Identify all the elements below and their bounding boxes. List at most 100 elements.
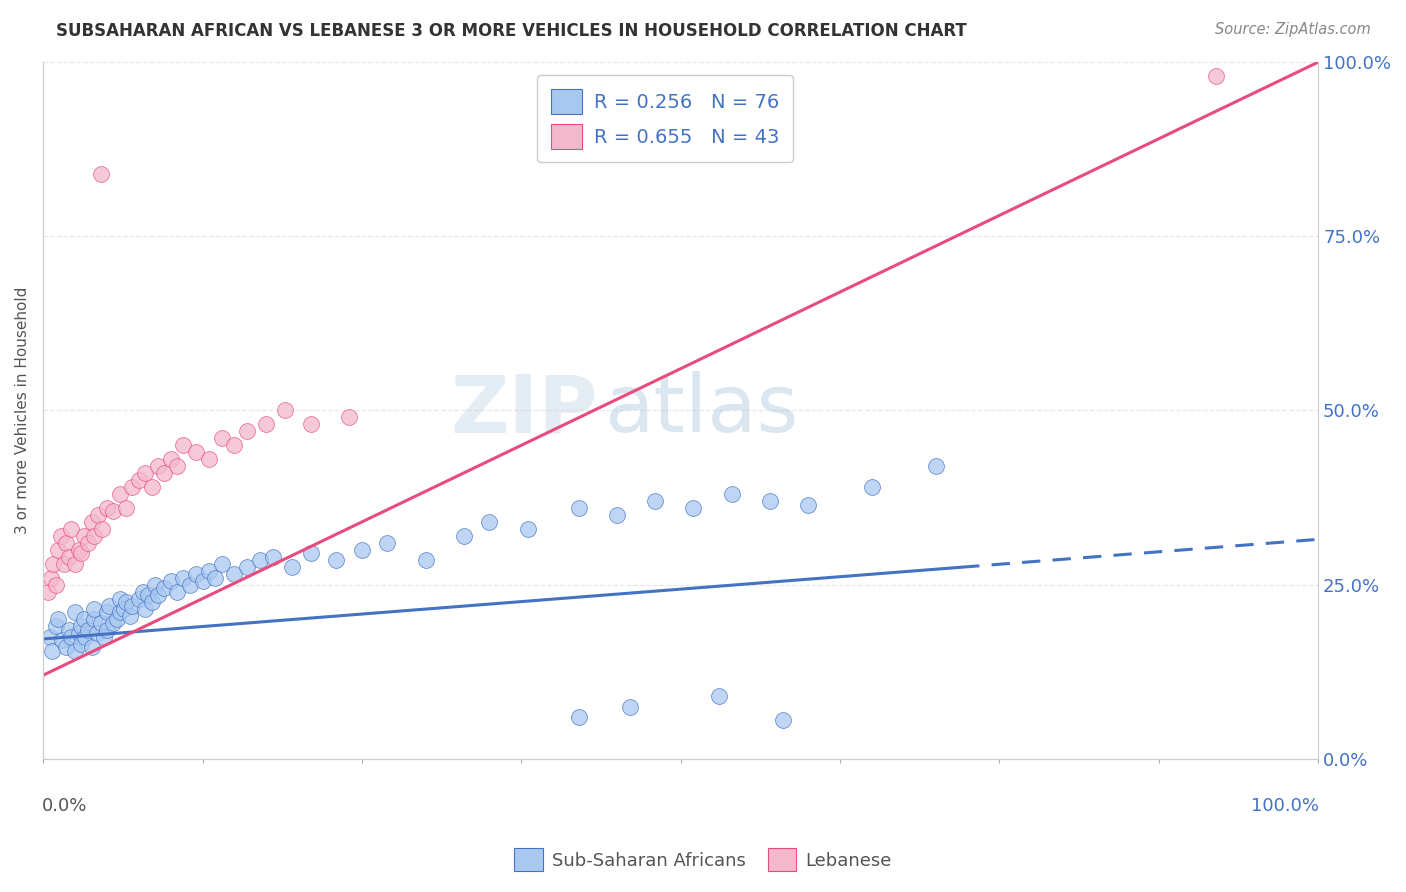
Point	[415, 553, 437, 567]
Point	[172, 438, 194, 452]
Point	[115, 595, 138, 609]
Point	[377, 536, 399, 550]
Point	[108, 487, 131, 501]
Text: atlas: atlas	[605, 371, 799, 450]
Point	[134, 602, 156, 616]
Point	[60, 522, 83, 536]
Point	[49, 529, 72, 543]
Point	[93, 630, 115, 644]
Point	[80, 515, 103, 529]
Point	[48, 542, 70, 557]
Point	[759, 494, 782, 508]
Point	[128, 473, 150, 487]
Text: SUBSAHARAN AFRICAN VS LEBANESE 3 OR MORE VEHICLES IN HOUSEHOLD CORRELATION CHART: SUBSAHARAN AFRICAN VS LEBANESE 3 OR MORE…	[56, 22, 967, 40]
Point	[87, 508, 110, 522]
Point	[516, 522, 538, 536]
Point	[39, 571, 62, 585]
Point	[108, 591, 131, 606]
Point	[191, 574, 214, 589]
Point	[146, 588, 169, 602]
Point	[55, 640, 77, 655]
Point	[73, 529, 96, 543]
Point	[118, 609, 141, 624]
Point	[63, 606, 86, 620]
Point	[83, 612, 105, 626]
Point	[70, 619, 93, 633]
Point	[159, 574, 181, 589]
Point	[51, 633, 73, 648]
Point	[41, 644, 63, 658]
Point	[108, 606, 131, 620]
Point	[80, 640, 103, 655]
Point	[172, 571, 194, 585]
Point	[60, 630, 83, 644]
Text: ZIP: ZIP	[450, 371, 598, 450]
Point	[38, 630, 60, 644]
Point	[83, 602, 105, 616]
Text: 100.0%: 100.0%	[1251, 797, 1319, 815]
Point	[453, 529, 475, 543]
Point	[37, 584, 59, 599]
Point	[211, 557, 233, 571]
Point	[198, 564, 221, 578]
Point	[145, 577, 167, 591]
Point	[58, 549, 80, 564]
Point	[325, 553, 347, 567]
Point	[42, 557, 65, 571]
Point	[121, 480, 143, 494]
Point	[860, 480, 883, 494]
Point	[115, 500, 138, 515]
Point	[350, 542, 373, 557]
Point	[55, 536, 77, 550]
Point	[568, 500, 591, 515]
Point	[105, 612, 128, 626]
Point	[198, 452, 221, 467]
Point	[797, 498, 820, 512]
Point	[281, 560, 304, 574]
Point	[45, 577, 67, 591]
Point	[619, 699, 641, 714]
Text: Source: ZipAtlas.com: Source: ZipAtlas.com	[1215, 22, 1371, 37]
Point	[720, 487, 742, 501]
Point	[128, 591, 150, 606]
Point	[299, 546, 322, 560]
Point	[262, 549, 284, 564]
Point	[70, 637, 93, 651]
Point	[606, 508, 628, 522]
Point	[707, 689, 730, 703]
Point	[96, 500, 118, 515]
Point	[76, 536, 98, 550]
Point	[134, 466, 156, 480]
Point	[83, 529, 105, 543]
Point	[644, 494, 666, 508]
Point	[299, 417, 322, 432]
Point	[224, 567, 246, 582]
Point	[75, 630, 97, 644]
Point	[186, 567, 208, 582]
Point	[90, 615, 112, 630]
Point	[63, 644, 86, 658]
Point	[98, 599, 121, 613]
Point	[141, 595, 163, 609]
Point	[153, 581, 176, 595]
Point	[76, 623, 98, 637]
Point	[186, 445, 208, 459]
Point	[86, 626, 108, 640]
Point	[90, 167, 112, 181]
Point	[67, 626, 90, 640]
Point	[166, 584, 188, 599]
Point	[159, 452, 181, 467]
Point	[1205, 69, 1227, 83]
Point	[121, 599, 143, 613]
Point	[236, 425, 259, 439]
Point	[58, 623, 80, 637]
Point	[48, 612, 70, 626]
Point	[179, 577, 201, 591]
Legend: Sub-Saharan Africans, Lebanese: Sub-Saharan Africans, Lebanese	[508, 841, 898, 879]
Point	[103, 615, 125, 630]
Point	[166, 459, 188, 474]
Point	[153, 466, 176, 480]
Point	[224, 438, 246, 452]
Legend: R = 0.256   N = 76, R = 0.655   N = 43: R = 0.256 N = 76, R = 0.655 N = 43	[537, 75, 793, 162]
Point	[96, 606, 118, 620]
